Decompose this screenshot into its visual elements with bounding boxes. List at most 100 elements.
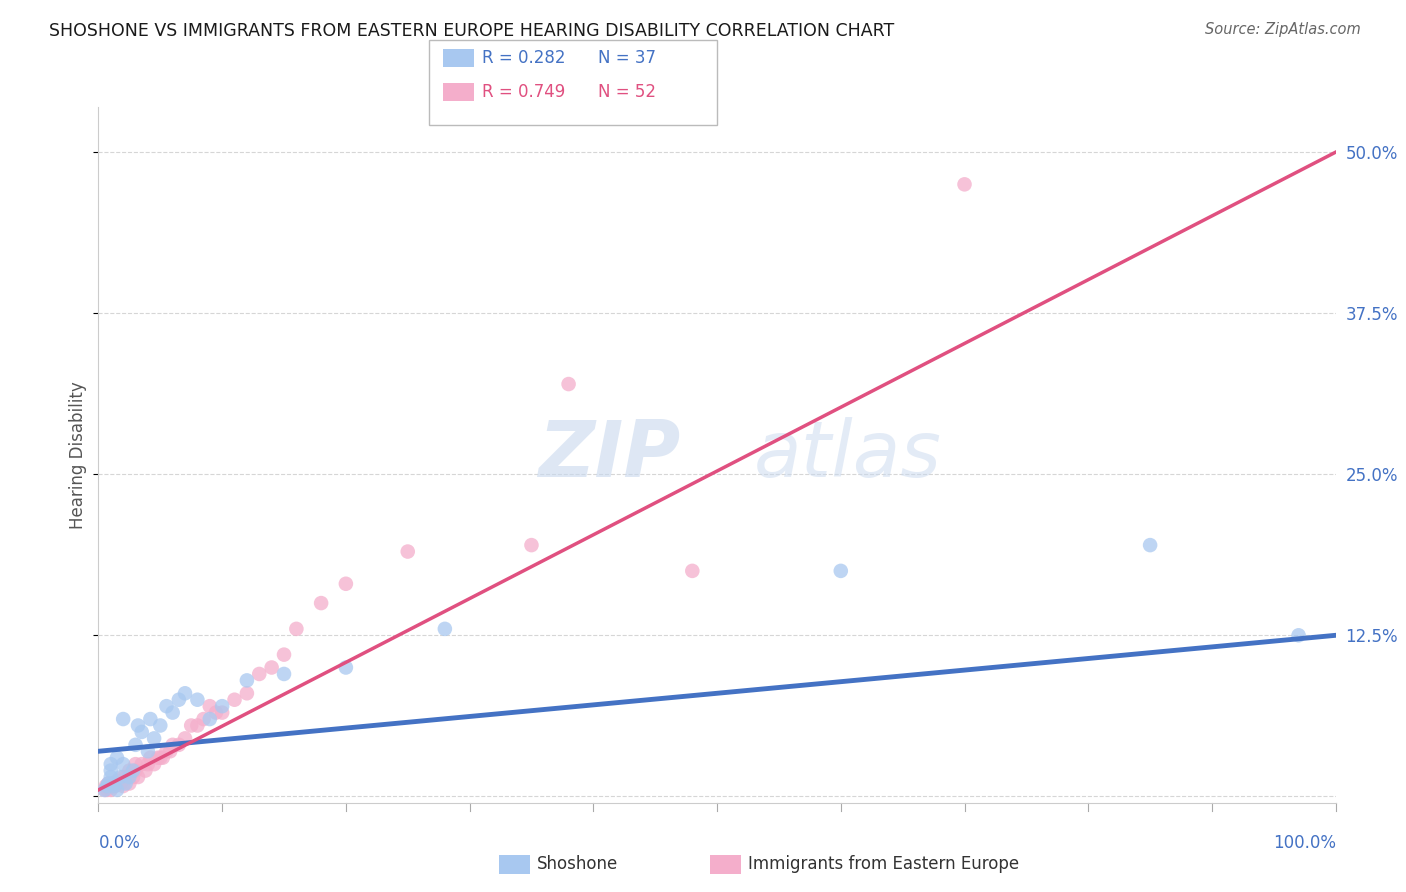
Point (118, 776, 141, 790)
Text: R = 0.282: R = 0.282 (482, 49, 565, 67)
Point (131, 725, 153, 739)
Point (139, 712, 162, 726)
Text: 0.0%: 0.0% (98, 834, 141, 852)
Point (1288, 628, 1310, 642)
Point (211, 699, 233, 714)
Point (105, 773, 128, 788)
Point (103, 776, 125, 790)
Point (174, 731, 197, 746)
Point (149, 750, 172, 764)
Point (136, 757, 159, 772)
Point (93, 783, 115, 797)
Point (186, 692, 208, 706)
Point (112, 779, 135, 793)
Point (180, 718, 202, 732)
Point (124, 757, 146, 772)
Point (103, 779, 125, 793)
Text: N = 37: N = 37 (598, 49, 655, 67)
Point (557, 377, 579, 392)
Point (167, 692, 190, 706)
Point (103, 779, 125, 793)
Point (273, 667, 295, 681)
Point (146, 750, 169, 764)
Point (198, 699, 221, 714)
Point (94, 779, 117, 793)
Point (122, 764, 145, 778)
Text: 100.0%: 100.0% (1272, 834, 1336, 852)
Point (100, 764, 122, 778)
Text: Immigrants from Eastern Europe: Immigrants from Eastern Europe (748, 855, 1019, 873)
Point (112, 712, 135, 726)
Text: SHOSHONE VS IMMIGRANTS FROM EASTERN EUROPE HEARING DISABILITY CORRELATION CHART: SHOSHONE VS IMMIGRANTS FROM EASTERN EURO… (49, 22, 894, 40)
Point (260, 660, 283, 674)
Point (273, 648, 295, 662)
Point (134, 764, 156, 778)
Point (96, 783, 118, 797)
Point (236, 686, 259, 700)
Point (211, 706, 233, 720)
Point (93, 783, 115, 797)
Point (114, 770, 136, 784)
Point (131, 757, 153, 772)
Point (110, 770, 132, 784)
Point (236, 673, 259, 688)
Point (122, 770, 145, 784)
Point (100, 783, 122, 797)
Point (205, 706, 228, 720)
Point (100, 779, 122, 793)
Point (124, 738, 146, 752)
Point (224, 692, 246, 706)
Point (396, 544, 419, 558)
Point (136, 744, 159, 758)
Point (953, 178, 976, 192)
Point (96, 779, 118, 793)
Point (97, 776, 120, 790)
Point (162, 738, 184, 752)
Point (167, 738, 190, 752)
Text: Source: ZipAtlas.com: Source: ZipAtlas.com (1205, 22, 1361, 37)
Point (124, 764, 146, 778)
Point (681, 564, 703, 578)
Point (335, 660, 357, 674)
Point (309, 596, 332, 610)
Point (114, 776, 136, 790)
Y-axis label: Hearing Disability: Hearing Disability (69, 381, 87, 529)
Point (110, 776, 132, 790)
Text: atlas: atlas (754, 417, 942, 493)
Point (105, 783, 128, 797)
Point (127, 718, 149, 732)
Point (1139, 538, 1161, 552)
Point (285, 622, 308, 636)
Point (105, 776, 128, 790)
Point (100, 770, 122, 784)
Point (143, 731, 166, 746)
Point (155, 744, 177, 758)
Point (118, 770, 141, 784)
Point (105, 750, 128, 764)
Point (112, 770, 135, 784)
Point (830, 564, 852, 578)
Point (152, 750, 174, 764)
Point (127, 770, 149, 784)
Point (433, 622, 456, 636)
Point (247, 667, 270, 681)
Point (139, 750, 162, 764)
Point (186, 718, 208, 732)
Text: ZIP: ZIP (537, 417, 681, 493)
Text: Shoshone: Shoshone (537, 855, 619, 873)
Text: N = 52: N = 52 (598, 83, 655, 101)
Point (155, 699, 177, 714)
Point (198, 712, 221, 726)
Point (335, 576, 357, 591)
Point (100, 757, 122, 772)
Point (97, 776, 120, 790)
Point (143, 757, 166, 772)
Point (162, 706, 184, 720)
Point (103, 776, 125, 790)
Point (159, 744, 181, 758)
Text: R = 0.749: R = 0.749 (482, 83, 565, 101)
Point (520, 538, 543, 552)
Point (149, 718, 172, 732)
Point (193, 712, 215, 726)
Point (112, 757, 135, 772)
